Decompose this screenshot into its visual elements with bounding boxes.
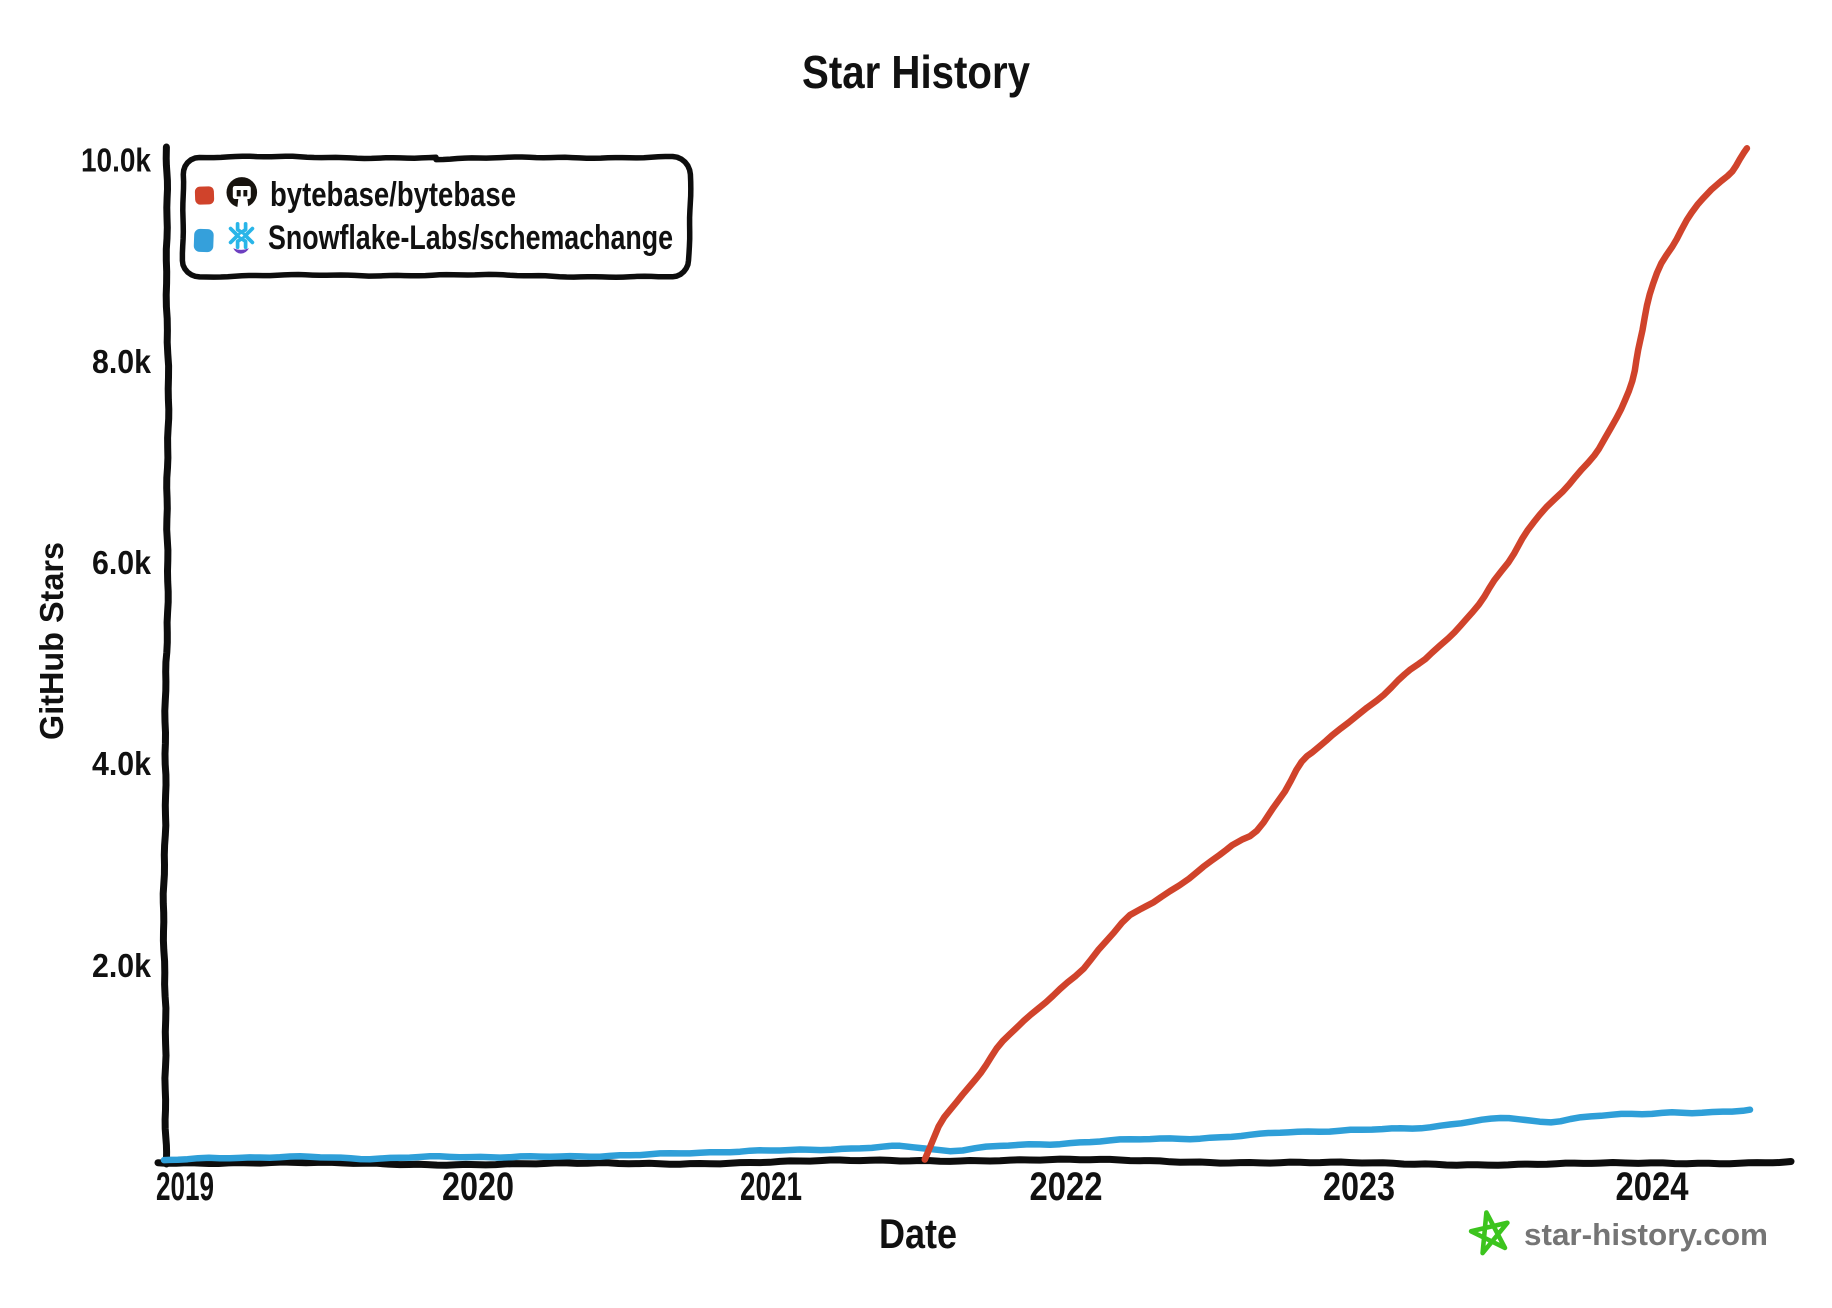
svg-text:2021: 2021: [740, 1165, 802, 1209]
svg-text:2022: 2022: [1030, 1165, 1103, 1209]
svg-text:Star History: Star History: [802, 46, 1030, 98]
svg-text:10.0k: 10.0k: [81, 142, 152, 179]
svg-text:2020: 2020: [442, 1165, 514, 1209]
svg-text:4.0k: 4.0k: [92, 745, 152, 782]
svg-text:2.0k: 2.0k: [92, 947, 152, 984]
svg-text:bytebase/bytebase: bytebase/bytebase: [270, 176, 516, 214]
svg-text:8.0k: 8.0k: [92, 343, 152, 380]
svg-text:Snowflake-Labs/schemachange: Snowflake-Labs/schemachange: [268, 219, 673, 257]
svg-text:6.0k: 6.0k: [92, 544, 152, 581]
svg-text:Date: Date: [879, 1210, 957, 1257]
svg-text:GitHub Stars: GitHub Stars: [33, 542, 70, 740]
svg-text:star-history.com: star-history.com: [1524, 1217, 1768, 1252]
svg-text:2019: 2019: [156, 1165, 214, 1209]
svg-text:2024: 2024: [1616, 1165, 1690, 1209]
svg-text:2023: 2023: [1323, 1165, 1395, 1209]
